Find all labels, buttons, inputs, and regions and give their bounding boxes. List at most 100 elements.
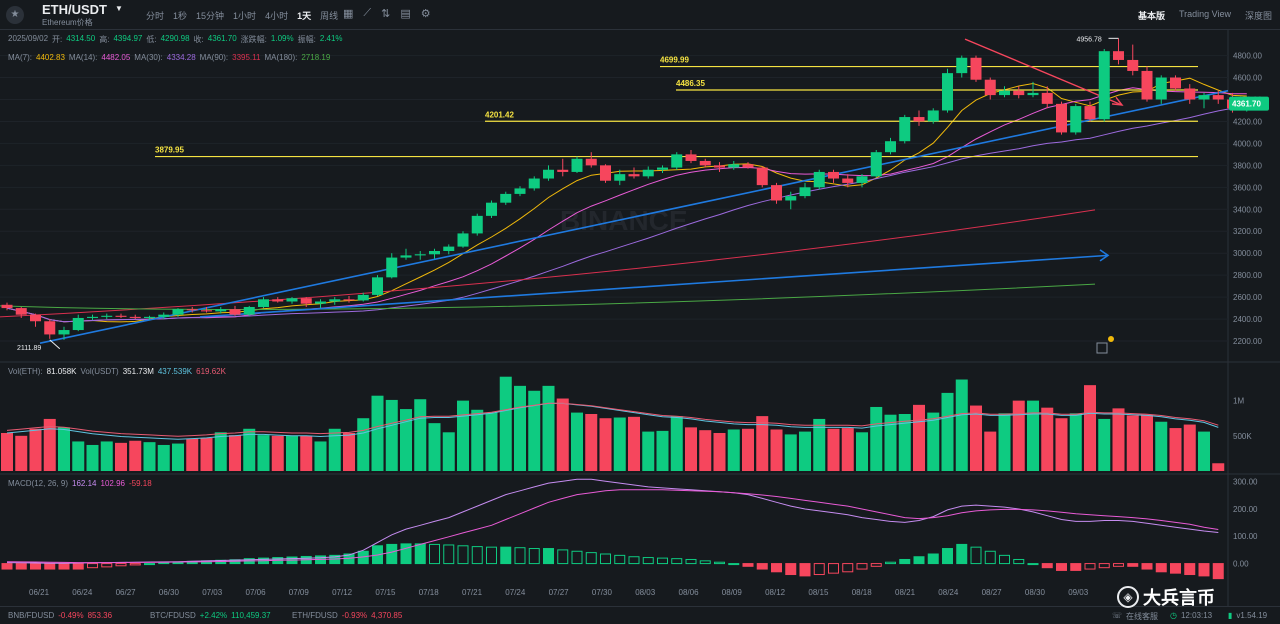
volume-bar	[428, 423, 441, 471]
ticker-bnb[interactable]: BNB/FDUSD -0.49% 853.36	[8, 611, 112, 620]
candle-body	[685, 154, 697, 161]
watermark: ◈ 大兵言币	[1117, 584, 1215, 610]
macd-histogram-bar	[799, 563, 811, 577]
macd-histogram-bar	[813, 563, 825, 576]
candle-body	[585, 158, 597, 166]
volume-bar	[699, 430, 712, 471]
ticker-eth[interactable]: ETH/FDUSD -0.93% 4,370.85	[292, 611, 402, 620]
candle-body	[343, 299, 355, 301]
ma7-line	[6, 77, 1247, 323]
candle-body	[1184, 88, 1196, 100]
volume-bar	[271, 435, 284, 471]
interval-tab[interactable]: 周线	[320, 11, 339, 21]
candle-body	[186, 309, 198, 311]
macd-value: 162.14	[72, 479, 97, 488]
candle-body	[699, 160, 711, 166]
view-tab-basic[interactable]: 基本版	[1137, 11, 1165, 21]
caret-down-icon[interactable]: ▼	[115, 4, 123, 13]
macd-histogram-bar	[614, 554, 626, 565]
macd-histogram-bar	[642, 557, 654, 565]
interval-tab[interactable]: 1小时	[233, 11, 257, 21]
symbol-title[interactable]: ETH/USDT	[42, 2, 107, 17]
level-label: 4201.42	[485, 110, 514, 119]
open-label: 开:	[52, 35, 63, 44]
candle-body	[30, 314, 41, 322]
layout-icon[interactable]: ▤	[400, 8, 411, 20]
settings-gear-icon[interactable]: ⚙	[420, 8, 431, 20]
macd-histogram-bar	[44, 563, 56, 570]
price-chart[interactable]: 4800.004600.004400.004200.004000.003800.…	[0, 30, 1280, 606]
favorite-star-icon[interactable]: ★	[6, 6, 24, 24]
volume-bar	[913, 404, 925, 471]
macd-histogram-bar	[856, 563, 868, 570]
macd-histogram-bar	[400, 543, 412, 565]
volume-bar	[1041, 407, 1054, 471]
min-price-label: 2111.89	[17, 345, 41, 352]
interval-tab[interactable]: 4小时	[265, 11, 289, 21]
macd-histogram-bar	[600, 553, 611, 565]
compare-icon[interactable]: ⇅	[381, 8, 391, 20]
view-tab-depth[interactable]: 深度图	[1244, 11, 1272, 21]
macd-histogram-bar	[714, 561, 725, 565]
date-tick-label: 08/24	[938, 588, 959, 597]
date-tick-label: 07/21	[462, 588, 483, 597]
volume-bar	[314, 441, 327, 471]
interval-tab-active[interactable]: 1天	[297, 11, 312, 21]
macd-histogram-bar	[984, 550, 996, 565]
date-tick-label: 07/18	[419, 588, 440, 597]
candle-body	[300, 298, 312, 304]
price-tick-label: 3000.00	[1233, 249, 1262, 258]
macd-histogram-bar	[543, 548, 554, 565]
vol-ma-b-value: 619.62K	[196, 367, 226, 376]
macd-histogram-bar	[870, 563, 882, 567]
calendar-icon[interactable]: ▦	[343, 8, 354, 20]
volume-ma-line	[6, 402, 1219, 440]
interval-tab[interactable]: 15分钟	[196, 11, 225, 21]
candle-body	[1127, 59, 1139, 71]
candle-body	[642, 169, 654, 177]
volume-bar	[58, 427, 70, 471]
date-tick-label: 08/09	[722, 588, 743, 597]
volume-tick-label: 1M	[1233, 397, 1244, 406]
volume-bar	[670, 416, 683, 471]
candle-body	[628, 174, 640, 177]
candle-body	[557, 169, 569, 172]
ticker-btc[interactable]: BTC/FDUSD +2.42% 110,459.37	[150, 611, 271, 620]
draw-line-icon[interactable]: ⟋	[363, 7, 372, 19]
volume-bar	[29, 428, 42, 471]
volume-bar	[286, 435, 298, 471]
current-price-value: 4361.70	[1232, 100, 1261, 109]
candle-body	[1084, 106, 1096, 120]
candle-body	[15, 308, 27, 315]
candle-body	[899, 117, 911, 142]
candle-body	[528, 178, 540, 189]
interval-tab[interactable]: 分时	[146, 11, 165, 21]
view-tab-tradingview[interactable]: Trading View	[1178, 9, 1231, 19]
volume-bar	[357, 418, 370, 471]
macd-signal-line	[6, 489, 1219, 564]
candle-body	[1, 304, 13, 309]
volume-bar	[371, 395, 384, 471]
volume-bar	[998, 413, 1011, 471]
symbol-subtitle: Ethereum价格	[42, 18, 93, 27]
interval-tab[interactable]: 1秒	[173, 11, 188, 21]
ticker-symbol: ETH/FDUSD	[292, 611, 338, 620]
support-link[interactable]: ☏ 在线客服	[1112, 611, 1158, 622]
volume-bar	[1155, 421, 1168, 471]
candle-body	[44, 321, 56, 335]
date-tick-label: 07/09	[289, 588, 310, 597]
volume-bar	[528, 390, 541, 471]
bottom-ticker-bar: BNB/FDUSD -0.49% 853.36 BTC/FDUSD +2.42%…	[0, 606, 1280, 624]
macd-hist-value: -59.18	[128, 479, 152, 488]
macd-tick-label: 0.00	[1233, 560, 1249, 569]
low-label: 低:	[146, 35, 157, 44]
date-tick-label: 08/30	[1025, 588, 1046, 597]
date-tick-label: 07/03	[202, 588, 223, 597]
volume-bar	[172, 443, 184, 471]
chart-tools: ▦ ⟋ ⇅ ▤ ⚙	[343, 7, 431, 20]
macd-histogram-bar	[571, 550, 583, 565]
price-tick-label: 2400.00	[1233, 315, 1262, 324]
macd-histogram-bar	[500, 546, 512, 565]
date-tick-label: 07/30	[592, 588, 613, 597]
volume-bar	[542, 385, 555, 471]
